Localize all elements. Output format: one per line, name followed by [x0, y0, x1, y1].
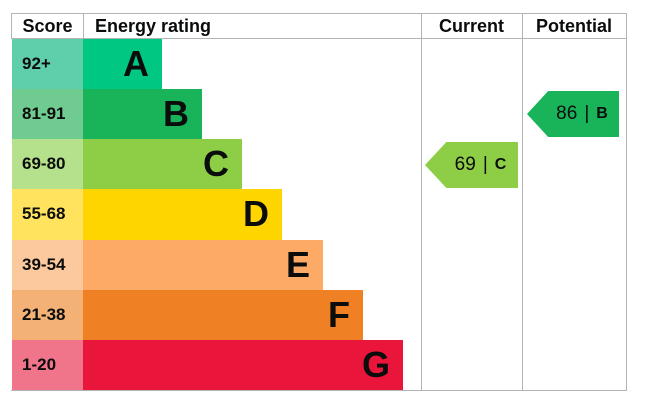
- band-row-b: 81-91 B: [12, 89, 422, 140]
- header-left-border: [11, 13, 12, 39]
- current-rating-band: C: [494, 156, 507, 173]
- rating-bar-g: G: [83, 339, 403, 390]
- rating-bar-b: B: [83, 89, 202, 140]
- potential-rating-band: B: [596, 105, 608, 122]
- rating-bar-a: A: [83, 39, 162, 90]
- band-row-e: 39-54 E: [12, 239, 422, 290]
- score-range-b: 81-91: [12, 89, 83, 140]
- band-row-a: 92+ A: [12, 39, 422, 90]
- current-column-header: Current: [438, 16, 504, 36]
- potential-rating-value: 86: [556, 103, 578, 124]
- table-bottom-border: [11, 390, 627, 391]
- score-range-a: 92+: [12, 39, 83, 90]
- score-range-c: 69-80: [12, 139, 83, 190]
- current-rating-arrow: 69 | C: [425, 142, 518, 188]
- energy-rating-column-header: Energy rating: [95, 16, 212, 36]
- header-bottom-border: [11, 38, 627, 39]
- table-top-border: [11, 13, 627, 14]
- current-column-divider: [421, 13, 422, 391]
- rating-bar-c: C: [83, 139, 242, 190]
- rating-bands: 92+ A 81-91 B 69-80 C 55-68 D 39-54 E 21…: [12, 39, 422, 390]
- potential-column-header: Potential: [535, 16, 612, 36]
- table-right-border: [626, 13, 627, 391]
- rating-bar-e: E: [83, 239, 323, 290]
- score-range-f: 21-38: [12, 289, 83, 340]
- band-row-g: 1-20 G: [12, 339, 422, 390]
- rating-bar-f: F: [83, 289, 363, 340]
- potential-rating-separator: |: [584, 103, 590, 124]
- band-row-d: 55-68 D: [12, 189, 422, 240]
- potential-column-divider: [522, 13, 523, 391]
- potential-rating-arrow: 86 | B: [527, 91, 619, 137]
- score-range-g: 1-20: [12, 339, 83, 390]
- band-row-c: 69-80 C: [12, 139, 422, 190]
- current-rating-value: 69: [454, 154, 476, 175]
- rating-bar-d: D: [83, 189, 282, 240]
- score-column-header: Score: [22, 16, 73, 36]
- score-range-e: 39-54: [12, 239, 83, 290]
- band-row-f: 21-38 F: [12, 289, 422, 340]
- score-column-divider: [83, 13, 84, 39]
- current-rating-separator: |: [482, 154, 488, 175]
- score-range-d: 55-68: [12, 189, 83, 240]
